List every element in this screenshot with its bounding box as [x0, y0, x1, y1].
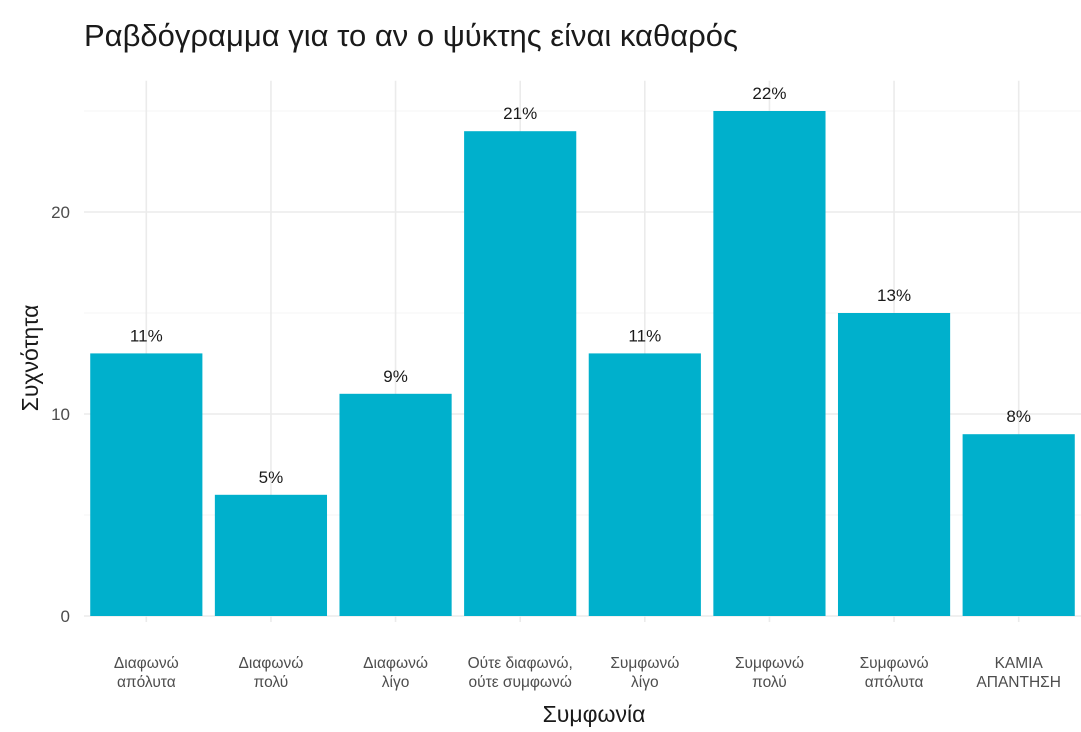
x-tick-label: Διαφωνώ απόλυτα: [114, 655, 179, 691]
x-tick-label: ΚΑΜΙΑ ΑΠΑΝΤΗΣΗ: [976, 655, 1061, 691]
x-tick-label: Διαφωνώ λίγο: [363, 655, 428, 691]
x-tick-label: Συμφωνώ πολύ: [735, 655, 804, 691]
bar: [90, 353, 203, 616]
y-tick-label: 10: [51, 405, 70, 424]
y-tick-label: 0: [61, 607, 70, 626]
bar-data-label: 11%: [130, 326, 163, 345]
bar-data-label: 8%: [1006, 407, 1031, 426]
x-tick-label: Συμφωνώ λίγο: [610, 655, 679, 691]
bar: [214, 494, 328, 616]
x-tick-label: Ούτε διαφωνώ, ούτε συμφωνώ: [468, 655, 573, 691]
y-tick-label: 20: [51, 203, 70, 222]
bar: [464, 131, 577, 616]
x-axis-label: Συμφωνία: [543, 701, 646, 727]
y-axis-label: Συχνότητα: [17, 305, 43, 412]
data-labels: 11% 5% 9% 21% 11% 22% 13% 8%: [130, 84, 1031, 487]
bar-data-label: 13%: [877, 286, 911, 305]
bar: [962, 434, 1075, 616]
bar-data-label: 9%: [383, 367, 408, 386]
bar: [339, 393, 452, 616]
bar: [588, 353, 701, 616]
bar-data-label: 21%: [503, 104, 537, 123]
bar-data-label: 22%: [752, 84, 786, 103]
x-axis-ticks: Διαφωνώ απόλυτα Διαφωνώ πολύ Διαφωνώ λίγο Ούτε…: [114, 655, 1061, 691]
x-tick-label: Συμφωνώ απόλυτα: [860, 655, 929, 691]
bar-data-label: 11%: [628, 326, 661, 345]
bar: [837, 313, 951, 616]
bar-data-label: 5%: [259, 468, 284, 487]
bars: [90, 111, 1075, 616]
y-axis-ticks: 0 10 20: [51, 203, 70, 626]
bar: [713, 111, 826, 616]
x-tick-label: Διαφωνώ πολύ: [239, 655, 304, 691]
chart-title: Ραβδόγραμμα για το αν ο ψύκτης είναι καθ…: [84, 18, 738, 53]
